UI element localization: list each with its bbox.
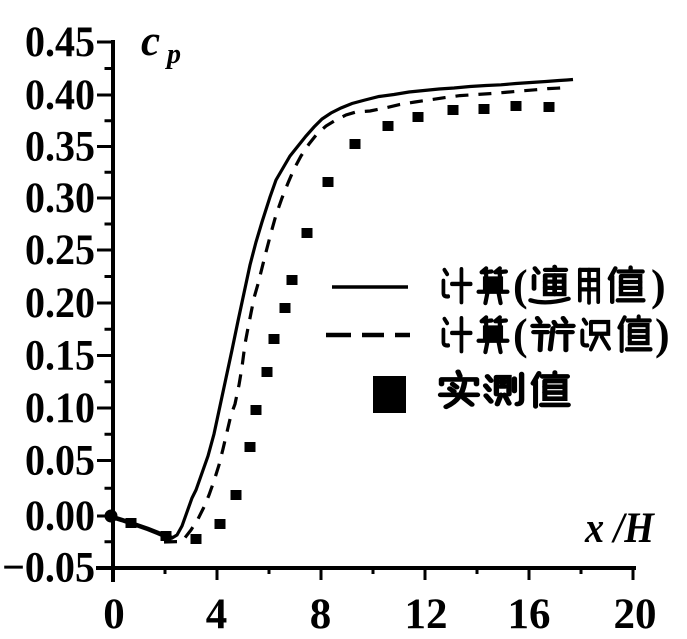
- svg-text:8: 8: [310, 591, 332, 638]
- svg-text:): ): [651, 261, 666, 310]
- svg-text:20: 20: [614, 591, 657, 638]
- svg-text:4: 4: [206, 591, 228, 638]
- svg-text:0.00: 0.00: [25, 493, 95, 540]
- svg-text:p: p: [165, 39, 181, 70]
- svg-text:0: 0: [103, 591, 125, 638]
- svg-text:0.30: 0.30: [25, 175, 95, 222]
- svg-text:0.20: 0.20: [25, 280, 95, 327]
- svg-text:0.45: 0.45: [25, 19, 95, 66]
- svg-text:12: 12: [405, 591, 448, 638]
- svg-text:(: (: [513, 310, 528, 359]
- svg-text:0.05: 0.05: [25, 438, 95, 485]
- svg-text:(: (: [513, 261, 528, 310]
- svg-text:): ): [655, 310, 670, 359]
- svg-text:0.40: 0.40: [25, 72, 95, 119]
- svg-text:c: c: [141, 18, 160, 65]
- svg-text:0.35: 0.35: [25, 124, 95, 171]
- svg-text:0.15: 0.15: [25, 333, 95, 380]
- svg-text:−0.05: −0.05: [2, 545, 95, 592]
- svg-text:0.25: 0.25: [25, 227, 95, 274]
- svg-text:x /H: x /H: [584, 505, 655, 552]
- svg-text:16: 16: [508, 591, 551, 638]
- svg-text:0.10: 0.10: [25, 385, 95, 432]
